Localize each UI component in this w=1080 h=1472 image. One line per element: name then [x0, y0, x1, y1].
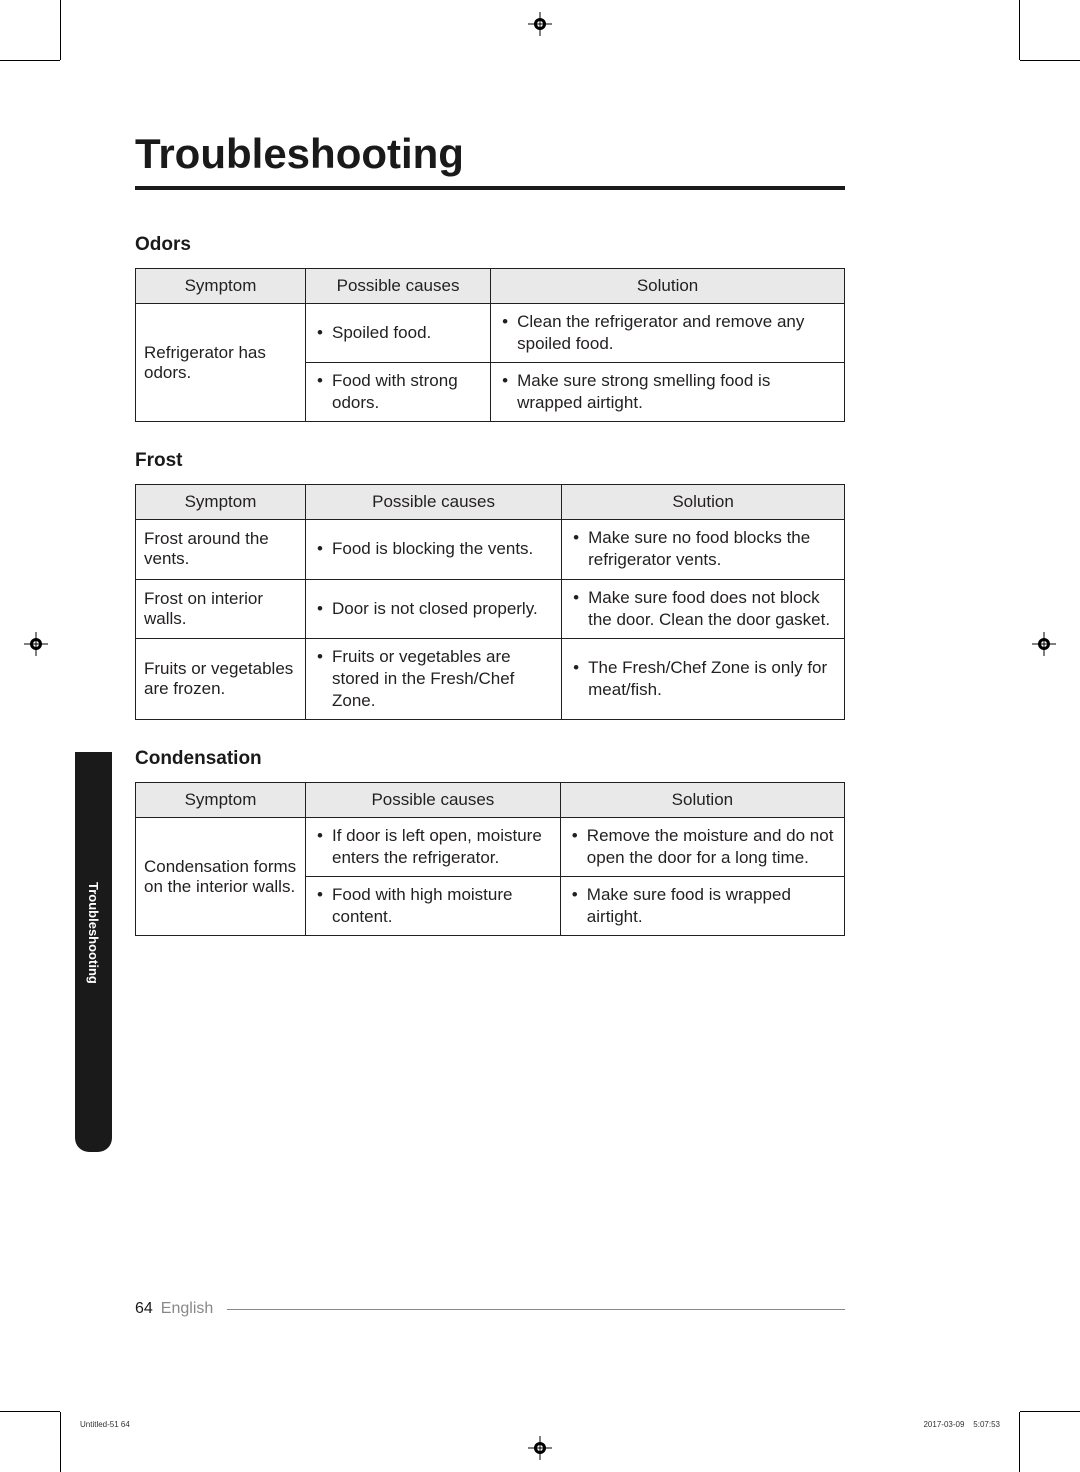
solution-item: Make sure no food blocks the refrigerato… — [570, 527, 836, 571]
side-tab-label: Troubleshooting — [86, 882, 101, 984]
symptom-cell: Condensation forms on the interior walls… — [136, 818, 306, 936]
section-title: Condensation — [135, 748, 845, 770]
solution-cell: Make sure food does not block the door. … — [562, 579, 845, 638]
print-footer-right: 2017-03-09 5:07:53 — [923, 1420, 1000, 1429]
cause-item: Food is blocking the vents. — [314, 538, 553, 560]
registration-mark-icon — [528, 1436, 552, 1460]
solution-item: Make sure food is wrapped airtight. — [569, 884, 836, 928]
table-header: Possible causes — [306, 269, 491, 304]
language-label: English — [161, 1300, 213, 1318]
solution-item: Make sure food does not block the door. … — [570, 587, 836, 631]
troubleshooting-table: SymptomPossible causesSolutionCondensati… — [135, 782, 845, 936]
print-footer: Untitled-51 64 2017-03-09 5:07:53 — [80, 1420, 1000, 1429]
page-number: 64 — [135, 1300, 153, 1318]
symptom-cell: Fruits or vegetables are frozen. — [136, 638, 306, 719]
cause-item: Spoiled food. — [314, 322, 482, 344]
cause-item: Fruits or vegetables are stored in the F… — [314, 646, 553, 712]
cause-item: Door is not closed properly. — [314, 598, 553, 620]
registration-mark-icon — [1032, 632, 1056, 656]
cause-cell: Fruits or vegetables are stored in the F… — [306, 638, 562, 719]
page-title: Troubleshooting — [135, 130, 845, 190]
registration-mark-icon — [528, 12, 552, 36]
solution-item: The Fresh/Chef Zone is only for meat/fis… — [570, 657, 836, 701]
solution-item: Clean the refrigerator and remove any sp… — [499, 311, 836, 355]
section-title: Frost — [135, 450, 845, 472]
side-tab: Troubleshooting — [75, 752, 112, 1152]
cause-cell: Spoiled food. — [306, 304, 491, 363]
table-header: Solution — [560, 783, 844, 818]
table-header: Possible causes — [306, 783, 561, 818]
solution-cell: Make sure strong smelling food is wrappe… — [491, 363, 845, 422]
cause-item: Food with high moisture content. — [314, 884, 552, 928]
solution-cell: The Fresh/Chef Zone is only for meat/fis… — [562, 638, 845, 719]
symptom-cell: Frost on interior walls. — [136, 579, 306, 638]
solution-item: Remove the moisture and do not open the … — [569, 825, 836, 869]
solution-cell: Make sure food is wrapped airtight. — [560, 877, 844, 936]
table-header: Possible causes — [306, 485, 562, 520]
cause-cell: Food with high moisture content. — [306, 877, 561, 936]
table-header: Symptom — [136, 783, 306, 818]
cause-cell: If door is left open, moisture enters th… — [306, 818, 561, 877]
cause-cell: Food is blocking the vents. — [306, 520, 562, 579]
section-title: Odors — [135, 234, 845, 256]
troubleshooting-table: SymptomPossible causesSolutionFrost arou… — [135, 484, 845, 720]
cause-item: Food with strong odors. — [314, 370, 482, 414]
table-row: Condensation forms on the interior walls… — [136, 818, 845, 877]
solution-item: Make sure strong smelling food is wrappe… — [499, 370, 836, 414]
print-footer-left: Untitled-51 64 — [80, 1420, 130, 1429]
solution-cell: Remove the moisture and do not open the … — [560, 818, 844, 877]
solution-cell: Make sure no food blocks the refrigerato… — [562, 520, 845, 579]
table-row: Frost around the vents. Food is blocking … — [136, 520, 845, 579]
troubleshooting-table: SymptomPossible causesSolutionRefrigerat… — [135, 268, 845, 422]
cause-cell: Food with strong odors. — [306, 363, 491, 422]
registration-mark-icon — [24, 632, 48, 656]
symptom-cell: Frost around the vents. — [136, 520, 306, 579]
symptom-cell: Refrigerator has odors. — [136, 304, 306, 422]
table-header: Solution — [562, 485, 845, 520]
table-header: Symptom — [136, 269, 306, 304]
table-row: Refrigerator has odors.Spoiled food.Clea… — [136, 304, 845, 363]
solution-cell: Clean the refrigerator and remove any sp… — [491, 304, 845, 363]
cause-item: If door is left open, moisture enters th… — [314, 825, 552, 869]
table-header: Symptom — [136, 485, 306, 520]
table-row: Fruits or vegetables are frozen.Fruits o… — [136, 638, 845, 719]
cause-cell: Door is not closed properly. — [306, 579, 562, 638]
page-footer: 64 English — [135, 1300, 845, 1318]
table-header: Solution — [491, 269, 845, 304]
table-row: Frost on interior walls. Door is not clos… — [136, 579, 845, 638]
